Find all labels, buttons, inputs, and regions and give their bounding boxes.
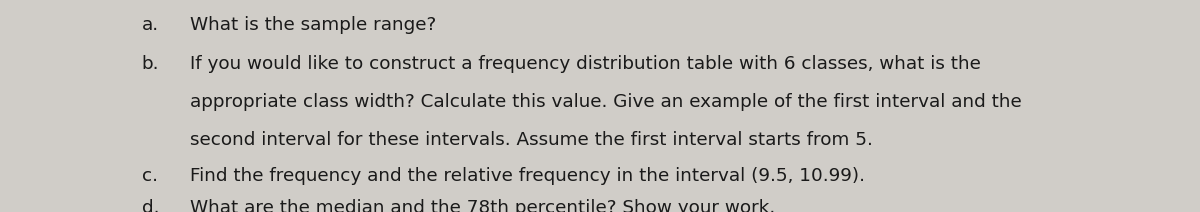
Text: What is the sample range?: What is the sample range? [190, 17, 436, 34]
Text: a.: a. [142, 17, 158, 34]
Text: b.: b. [142, 55, 160, 73]
Text: What are the median and the 78th percentile? Show your work.: What are the median and the 78th percent… [190, 199, 775, 212]
Text: Find the frequency and the relative frequency in the interval (9.5, 10.99).: Find the frequency and the relative freq… [190, 167, 864, 185]
Text: d.: d. [142, 199, 160, 212]
Text: second interval for these intervals. Assume the first interval starts from 5.: second interval for these intervals. Ass… [190, 131, 872, 149]
Text: appropriate class width? Calculate this value. Give an example of the first inte: appropriate class width? Calculate this … [190, 93, 1021, 111]
Text: If you would like to construct a frequency distribution table with 6 classes, wh: If you would like to construct a frequen… [190, 55, 980, 73]
Text: c.: c. [142, 167, 157, 185]
